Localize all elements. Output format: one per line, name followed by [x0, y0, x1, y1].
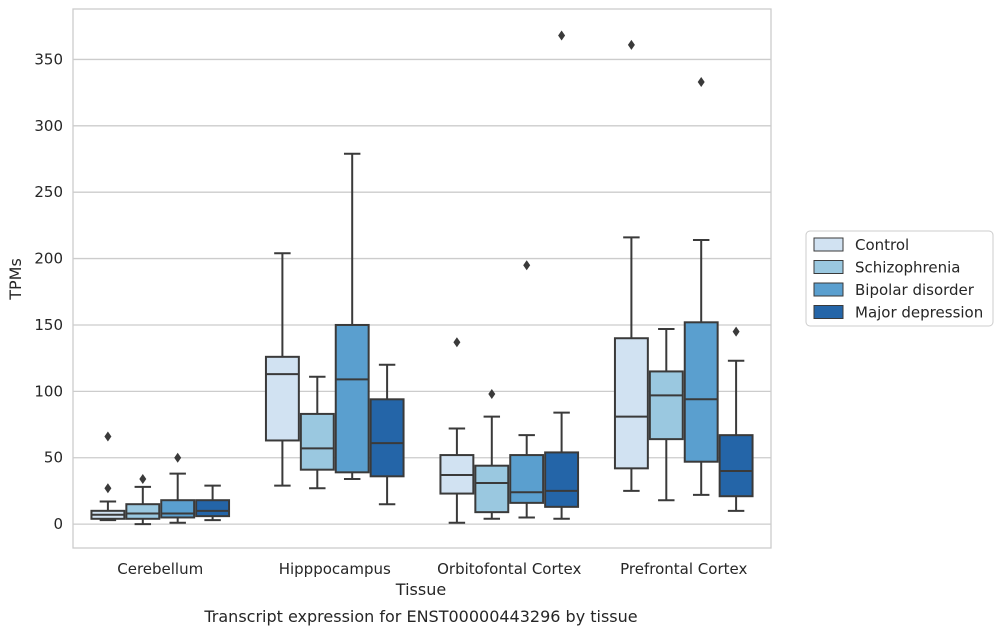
x-tick-label: Hipppocampus [279, 560, 391, 578]
outlier-marker [523, 260, 531, 271]
y-tick-label: 350 [34, 50, 63, 68]
iqr-box [125, 503, 161, 520]
iqr-box [334, 323, 370, 474]
iqr-box [160, 499, 196, 519]
iqr-box [195, 499, 231, 518]
plot-frame [72, 8, 772, 549]
box-control [90, 431, 126, 522]
outlier-marker [627, 39, 635, 50]
iqr-box [369, 398, 405, 478]
outlier-marker [104, 431, 112, 442]
iqr-box [474, 464, 510, 514]
box-major-depression [195, 484, 231, 522]
legend-frame [805, 230, 994, 327]
y-tick-label: 300 [34, 117, 63, 135]
x-tick-labels: Cerebellum Hipppocampus Orbitofontal Corte… [117, 560, 747, 578]
box-control [439, 337, 475, 524]
outlier-marker [697, 77, 705, 88]
box-schizophrenia [125, 473, 161, 526]
box-control [613, 39, 649, 492]
box-schizophrenia [299, 375, 335, 490]
y-tick-label: 100 [34, 382, 63, 400]
gridlines [73, 58, 771, 525]
legend-label: Bipolar disorder [855, 281, 975, 299]
box-schizophrenia [648, 327, 684, 502]
iqr-box [509, 454, 545, 504]
iqr-box [718, 434, 754, 498]
plot-area [90, 30, 754, 526]
legend-label: Control [855, 236, 909, 254]
outlier-marker [488, 389, 496, 399]
box-major-depression [718, 326, 754, 512]
x-axis-label: Tissue [395, 580, 446, 599]
legend-swatch [813, 260, 844, 274]
iqr-box [544, 451, 580, 508]
legend-label: Major depression [855, 304, 983, 322]
outlier-marker [139, 473, 147, 484]
y-tick-label: 200 [34, 250, 63, 268]
outlier-marker [174, 452, 182, 463]
x-tick-label: Orbitofontal Cortex [437, 560, 581, 578]
figure-caption: Transcript expression for ENST0000044329… [203, 607, 637, 626]
outlier-marker [558, 30, 566, 41]
legend-swatch [813, 305, 844, 319]
x-tick-label: Cerebellum [117, 560, 203, 578]
y-tick-label: 50 [44, 449, 63, 467]
y-axis-label: TPMs [6, 258, 25, 301]
iqr-box [264, 355, 300, 442]
box-bipolar-disorder [334, 152, 370, 480]
legend-items: Control Schizophrenia Bipolar disorder Majo… [813, 236, 983, 322]
box-major-depression [369, 363, 405, 506]
iqr-box [648, 370, 684, 441]
box-bipolar-disorder [160, 452, 196, 524]
legend-label: Schizophrenia [855, 259, 960, 277]
y-tick-label: 250 [34, 183, 63, 201]
y-tick-labels: 0 50 100 150 200 250 300 350 [34, 50, 63, 533]
box-bipolar-disorder [509, 260, 545, 519]
legend: Control Schizophrenia Bipolar disorder Majo… [805, 230, 994, 327]
legend-swatch [813, 282, 844, 297]
outlier-marker [104, 483, 112, 494]
y-tick-label: 150 [34, 316, 63, 334]
x-tick-label: Prefrontal Cortex [620, 560, 747, 578]
iqr-box [683, 321, 719, 463]
outlier-marker [453, 337, 461, 348]
y-tick-label: 0 [53, 515, 63, 533]
box-control [264, 252, 300, 487]
legend-swatch [813, 237, 844, 252]
box-schizophrenia [474, 389, 510, 520]
outlier-marker [732, 326, 740, 337]
iqr-box [613, 337, 649, 470]
iqr-box [299, 412, 335, 471]
box-major-depression [544, 30, 580, 520]
box-bipolar-disorder [683, 77, 719, 496]
